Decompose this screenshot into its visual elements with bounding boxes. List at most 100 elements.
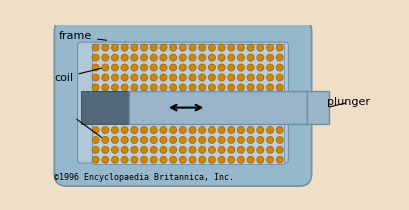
Circle shape bbox=[209, 65, 213, 70]
Bar bbox=[128, 91, 306, 124]
Circle shape bbox=[160, 84, 166, 91]
Circle shape bbox=[92, 147, 99, 153]
Circle shape bbox=[92, 74, 99, 81]
Circle shape bbox=[199, 118, 204, 122]
Circle shape bbox=[102, 147, 108, 153]
Circle shape bbox=[169, 74, 176, 81]
Circle shape bbox=[189, 54, 195, 61]
Circle shape bbox=[227, 84, 234, 91]
Circle shape bbox=[171, 148, 175, 152]
Circle shape bbox=[112, 75, 117, 80]
Circle shape bbox=[257, 118, 262, 122]
Circle shape bbox=[219, 55, 223, 60]
Circle shape bbox=[160, 54, 166, 61]
Circle shape bbox=[160, 147, 166, 153]
Circle shape bbox=[267, 65, 272, 70]
Circle shape bbox=[267, 138, 272, 142]
Circle shape bbox=[93, 118, 98, 122]
Circle shape bbox=[228, 158, 233, 162]
Circle shape bbox=[131, 127, 137, 133]
Circle shape bbox=[198, 137, 205, 143]
Circle shape bbox=[219, 118, 223, 122]
Circle shape bbox=[199, 148, 204, 152]
Circle shape bbox=[190, 75, 194, 80]
Circle shape bbox=[142, 55, 146, 60]
Circle shape bbox=[219, 65, 223, 70]
Circle shape bbox=[238, 45, 243, 50]
Circle shape bbox=[248, 45, 252, 50]
Circle shape bbox=[276, 45, 282, 51]
Circle shape bbox=[180, 158, 185, 162]
Circle shape bbox=[256, 127, 263, 133]
Circle shape bbox=[189, 147, 195, 153]
Circle shape bbox=[179, 74, 186, 81]
Circle shape bbox=[131, 45, 137, 51]
Circle shape bbox=[189, 64, 195, 71]
Circle shape bbox=[209, 128, 213, 132]
Circle shape bbox=[180, 55, 185, 60]
Circle shape bbox=[179, 157, 186, 163]
Circle shape bbox=[131, 157, 137, 163]
Circle shape bbox=[122, 55, 127, 60]
Circle shape bbox=[209, 138, 213, 142]
Circle shape bbox=[179, 117, 186, 123]
Circle shape bbox=[209, 148, 213, 152]
Circle shape bbox=[142, 138, 146, 142]
Circle shape bbox=[227, 45, 234, 51]
Circle shape bbox=[160, 137, 166, 143]
Circle shape bbox=[227, 127, 234, 133]
Circle shape bbox=[140, 147, 147, 153]
Circle shape bbox=[111, 117, 118, 123]
Circle shape bbox=[122, 85, 127, 90]
Circle shape bbox=[131, 74, 137, 81]
Circle shape bbox=[247, 157, 253, 163]
Circle shape bbox=[276, 157, 282, 163]
Circle shape bbox=[237, 127, 244, 133]
Circle shape bbox=[151, 158, 156, 162]
Circle shape bbox=[266, 54, 273, 61]
Circle shape bbox=[112, 118, 117, 122]
Circle shape bbox=[247, 84, 253, 91]
Circle shape bbox=[227, 147, 234, 153]
Circle shape bbox=[161, 65, 165, 70]
Circle shape bbox=[169, 117, 176, 123]
Circle shape bbox=[160, 74, 166, 81]
Circle shape bbox=[267, 118, 272, 122]
Circle shape bbox=[228, 45, 233, 50]
Circle shape bbox=[277, 75, 281, 80]
Circle shape bbox=[169, 45, 176, 51]
Circle shape bbox=[140, 117, 147, 123]
Circle shape bbox=[150, 64, 157, 71]
Circle shape bbox=[140, 137, 147, 143]
Circle shape bbox=[256, 157, 263, 163]
Circle shape bbox=[103, 138, 107, 142]
Circle shape bbox=[190, 65, 194, 70]
Text: frame: frame bbox=[59, 31, 106, 41]
Circle shape bbox=[102, 117, 108, 123]
Circle shape bbox=[208, 147, 215, 153]
Circle shape bbox=[102, 157, 108, 163]
Circle shape bbox=[238, 65, 243, 70]
Circle shape bbox=[102, 127, 108, 133]
Circle shape bbox=[228, 148, 233, 152]
Circle shape bbox=[151, 148, 156, 152]
Circle shape bbox=[140, 45, 147, 51]
Circle shape bbox=[208, 127, 215, 133]
Circle shape bbox=[102, 137, 108, 143]
Circle shape bbox=[140, 84, 147, 91]
Circle shape bbox=[92, 64, 99, 71]
Circle shape bbox=[198, 147, 205, 153]
Circle shape bbox=[218, 117, 224, 123]
Circle shape bbox=[112, 45, 117, 50]
Circle shape bbox=[161, 128, 165, 132]
Circle shape bbox=[237, 64, 244, 71]
Circle shape bbox=[93, 45, 98, 50]
Circle shape bbox=[219, 158, 223, 162]
Circle shape bbox=[247, 54, 253, 61]
Circle shape bbox=[257, 85, 262, 90]
Circle shape bbox=[199, 128, 204, 132]
Circle shape bbox=[121, 64, 128, 71]
Circle shape bbox=[121, 74, 128, 81]
Circle shape bbox=[121, 147, 128, 153]
Circle shape bbox=[208, 64, 215, 71]
